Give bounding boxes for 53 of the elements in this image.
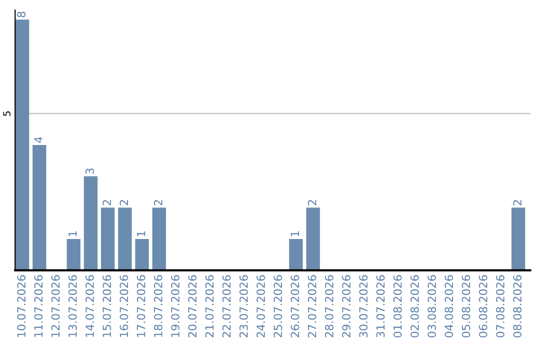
x-tick-label: 26.07.2026 <box>290 275 300 338</box>
x-tick-label: 12.07.2026 <box>51 275 60 337</box>
x-tick-label: 14.07.2026 <box>86 275 94 337</box>
bar <box>511 208 526 270</box>
x-tick-label: 19.07.2026 <box>171 275 180 337</box>
x-tick-label: 20.07.2026 <box>188 275 197 338</box>
data-label: 4 <box>34 136 42 143</box>
data-label: 2 <box>154 200 162 206</box>
bar <box>118 208 132 270</box>
x-tick-label: 02.08.2026 <box>410 275 419 338</box>
data-label: 1 <box>136 231 146 236</box>
data-label: 2 <box>308 200 316 206</box>
data-label: 2 <box>513 200 522 206</box>
y-tick-label: 5 <box>3 111 10 116</box>
data-label: 8 <box>17 12 26 18</box>
x-tick-label: 27.07.2026 <box>308 275 316 338</box>
bar <box>152 208 166 270</box>
x-tick-label: 01.08.2026 <box>393 275 402 338</box>
x-tick-label: 18.07.2026 <box>154 275 162 337</box>
data-label: 1 <box>290 231 300 236</box>
data-label: 2 <box>120 200 128 206</box>
x-tick-label: 22.07.2026 <box>222 275 231 338</box>
x-tick-label: 13.07.2026 <box>68 275 77 337</box>
x-tick-label: 10.07.2026 <box>17 275 26 337</box>
x-tick-label: 04.08.2026 <box>444 275 454 338</box>
x-tick-label: 30.07.2026 <box>359 275 368 338</box>
x-tick-label: 24.07.2026 <box>256 275 265 338</box>
x-tick-label: 15.07.2026 <box>102 275 112 337</box>
x-tick-label: 03.08.2026 <box>428 275 436 338</box>
bar <box>66 238 80 270</box>
x-tick-label: 28.07.2026 <box>324 275 334 338</box>
x-tick-label: 06.08.2026 <box>478 275 488 338</box>
x-tick-label: 21.07.2026 <box>205 275 214 338</box>
bar <box>84 176 98 270</box>
bar <box>306 208 320 270</box>
x-tick-label: 29.07.2026 <box>342 275 350 338</box>
x-tick-label: 11.07.2026 <box>34 275 43 337</box>
x-tick-label: 17.07.2026 <box>136 275 146 337</box>
bar <box>100 208 115 270</box>
data-label: 2 <box>102 200 111 206</box>
bar <box>32 144 46 270</box>
bar <box>15 20 30 270</box>
x-tick-label: 07.08.2026 <box>496 275 504 338</box>
bar <box>135 238 149 270</box>
x-tick-label: 05.08.2026 <box>462 275 470 338</box>
x-tick-label: 23.07.2026 <box>239 275 248 338</box>
x-tick-label: 08.08.2026 <box>513 275 522 338</box>
data-label: 3 <box>86 168 94 174</box>
bar <box>289 238 303 270</box>
x-tick-label: 31.07.2026 <box>376 275 385 338</box>
x-tick-label: 16.07.2026 <box>120 275 128 337</box>
x-tick-label: 25.07.2026 <box>274 275 282 338</box>
data-label: 1 <box>68 231 77 236</box>
